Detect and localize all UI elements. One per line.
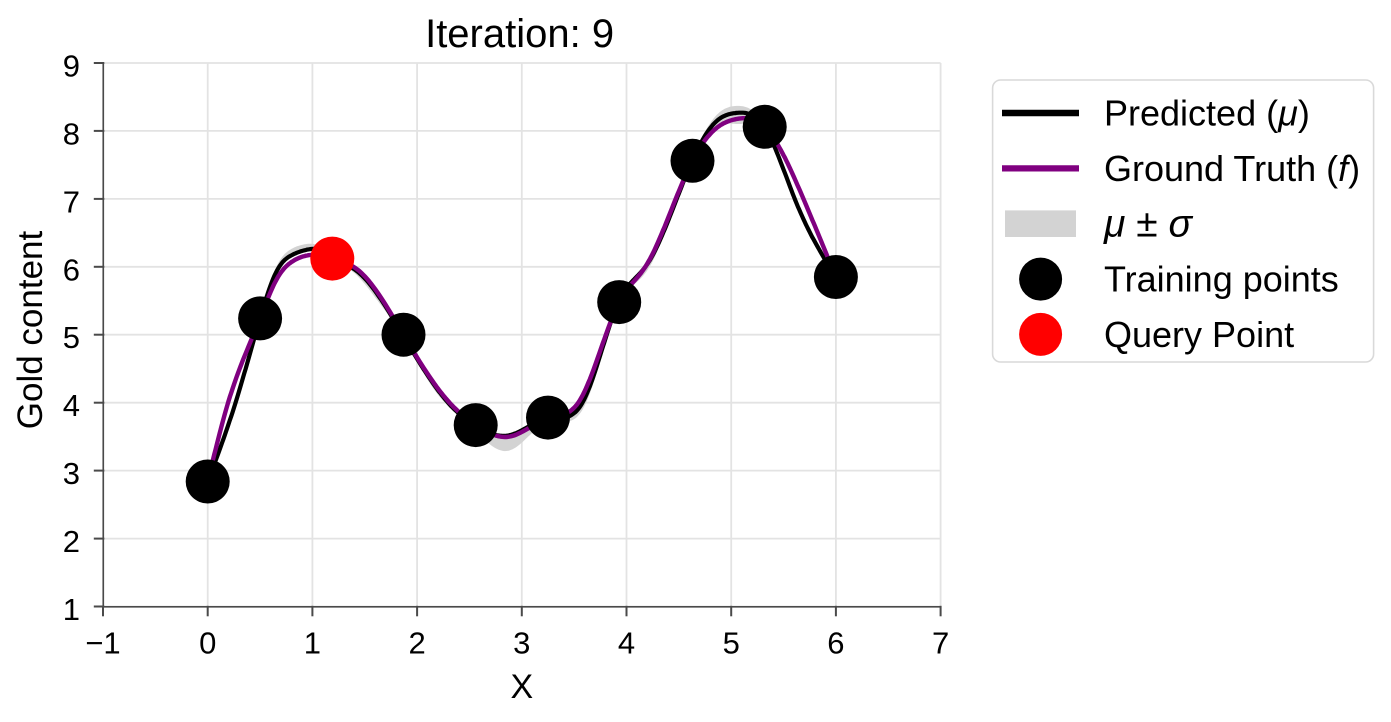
svg-text:9: 9 [63, 49, 80, 84]
svg-text:Predicted (μ): Predicted (μ) [1104, 93, 1310, 134]
svg-text:0: 0 [199, 626, 216, 661]
svg-text:6: 6 [63, 252, 80, 287]
svg-text:Iteration: 9: Iteration: 9 [425, 12, 614, 56]
svg-text:2: 2 [63, 524, 80, 559]
svg-text:X: X [511, 668, 534, 706]
svg-text:5: 5 [723, 626, 740, 661]
svg-text:Training points: Training points [1104, 259, 1339, 300]
svg-text:μ ± σ: μ ± σ [1103, 202, 1193, 245]
svg-text:3: 3 [63, 456, 80, 491]
svg-text:Ground Truth (f): Ground Truth (f) [1104, 148, 1360, 189]
svg-text:5: 5 [63, 320, 80, 355]
svg-text:2: 2 [408, 626, 425, 661]
svg-text:−1: −1 [85, 626, 120, 661]
svg-text:7: 7 [932, 626, 949, 661]
svg-text:Gold content: Gold content [11, 230, 50, 429]
svg-text:7: 7 [63, 184, 80, 219]
svg-text:6: 6 [827, 626, 844, 661]
svg-text:Query Point: Query Point [1104, 314, 1294, 355]
svg-text:4: 4 [63, 388, 80, 423]
svg-text:3: 3 [513, 626, 530, 661]
svg-text:4: 4 [618, 626, 635, 661]
svg-text:8: 8 [63, 116, 80, 151]
svg-text:1: 1 [304, 626, 321, 661]
svg-text:1: 1 [63, 592, 80, 627]
